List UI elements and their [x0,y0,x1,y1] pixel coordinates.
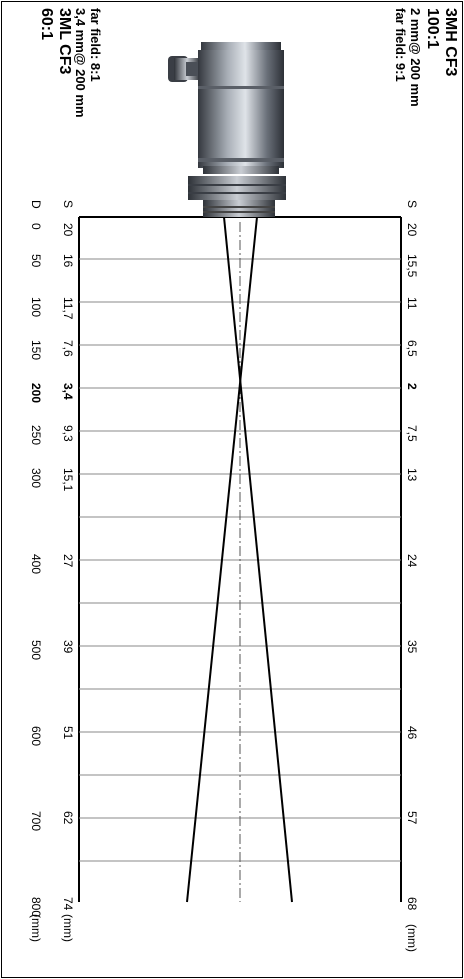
sensor-top-spot: 2 mm@ 200 mm [408,8,423,107]
d-label: D [29,200,43,209]
d-tick: 400 [29,554,43,575]
s-bottom-unit: (mm) [61,914,75,942]
sensor-bottom-far-field: far field: 8:1 [88,8,103,82]
s-top-tick: 2 [405,382,419,390]
d-tick: 100 [29,296,43,317]
beam-edge-right [186,216,258,903]
d-tick: 300 [29,468,43,489]
s-top-tick: 6,5 [405,339,419,357]
s-bottom-tick: 51 [61,725,75,739]
d-tick: 150 [29,339,43,360]
d-tick: 600 [29,725,43,746]
beam-edge-left [223,216,293,903]
s-bottom-label: S [61,200,75,209]
s-bottom-tick: 62 [61,811,75,825]
s-bottom-tick: 7,6 [61,339,75,357]
sensor-top-ratio: 100:1 [424,8,441,49]
s-top-tick: 57 [405,811,419,825]
s-top-tick: 20 [405,223,419,237]
s-bottom-tick: 11,7 [61,296,75,320]
d-tick: 500 [29,639,43,660]
s-bottom-tick: 9,3 [61,425,75,443]
s-bottom-tick: 27 [61,554,75,568]
d-tick: 250 [29,425,43,446]
s-top-tick: 11 [405,296,419,310]
s-top-label: S [405,200,419,209]
s-top-tick: 13 [405,468,419,482]
s-top-tick: 15,5 [405,253,419,278]
sensor-top-far-field: far field: 9:1 [393,8,408,82]
d-unit: (mm) [29,914,43,942]
s-top-unit: (mm) [405,924,419,952]
s-bottom-tick: 39 [61,639,75,654]
s-bottom-tick: 15,1 [61,468,75,492]
sensor-bottom-spot: 3,4 mm@ 200 mm [73,8,88,118]
sensor-bottom-model: 3ML CF3 [56,8,73,75]
d-tick: 0 [29,223,43,230]
s-top-tick: 7,5 [405,425,419,443]
s-bottom-tick: 20 [61,223,75,237]
sensor-housing [168,42,286,217]
sensor-bottom-info: far field: 8:1 3,4 mm@ 200 mm 3ML CF3 60… [37,8,103,118]
s-bottom-tick: 16 [61,253,75,268]
sensor-bottom-ratio: 60:1 [38,8,55,41]
s-top-tick: 24 [405,554,419,568]
s-bottom-tick: 3,4 [61,382,75,400]
s-top-tick: 68 [405,897,419,911]
s-top-tick: 46 [405,725,419,739]
sensor-top-info: 3MH CF3 100:1 2 mm@ 200 mm far field: 9:… [393,8,459,107]
sensor-top-model: 3MH CF3 [442,8,459,77]
s-bottom-tick: 74 [61,897,75,911]
d-tick: 200 [29,382,43,403]
s-top-tick: 35 [405,639,419,654]
d-tick: 50 [29,253,43,268]
d-tick: 700 [29,811,43,832]
